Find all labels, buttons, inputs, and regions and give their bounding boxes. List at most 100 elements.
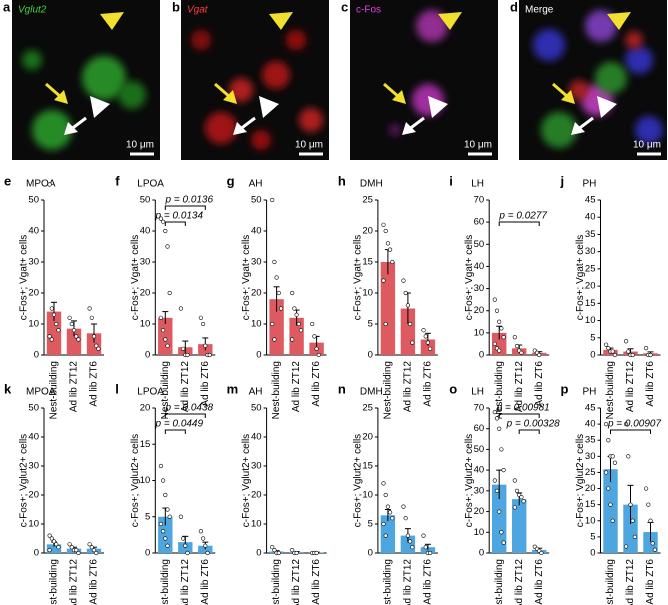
chart-title: LH bbox=[471, 179, 484, 190]
y-axis-label: c-Fos+; Vglut2+ cells bbox=[130, 434, 141, 527]
cell bbox=[541, 112, 577, 148]
scale-label: 10 μm bbox=[464, 140, 492, 151]
data-point bbox=[514, 488, 520, 493]
arrow-tip bbox=[402, 122, 416, 135]
arrow-tip bbox=[233, 122, 247, 135]
y-tick-label: 10 bbox=[362, 490, 373, 501]
y-tick-label: 20 bbox=[362, 432, 373, 443]
arrow-tip bbox=[571, 122, 585, 135]
data-point bbox=[310, 321, 315, 327]
cells bbox=[191, 30, 323, 150]
data-point bbox=[51, 539, 57, 544]
data-point bbox=[278, 306, 284, 311]
x-tick-label: Nest-building bbox=[383, 559, 394, 605]
data-point bbox=[401, 504, 406, 509]
data-point bbox=[606, 346, 611, 351]
y-tick-label: 40 bbox=[585, 419, 596, 430]
data-point bbox=[298, 328, 304, 333]
arrow-tip bbox=[64, 122, 78, 135]
y-tick-label: 20 bbox=[251, 288, 262, 299]
data-point bbox=[519, 494, 524, 500]
bar bbox=[623, 504, 638, 553]
p-value: p = 0.0449 bbox=[155, 419, 204, 430]
y-tick-label: 10 bbox=[474, 327, 485, 338]
data-point bbox=[163, 536, 168, 541]
arrow-tip bbox=[223, 90, 237, 104]
data-point bbox=[178, 514, 183, 519]
data-point bbox=[76, 337, 81, 342]
arrow-tip bbox=[54, 90, 68, 104]
data-point bbox=[381, 481, 386, 486]
data-point bbox=[428, 346, 433, 351]
data-point bbox=[623, 422, 629, 427]
data-point bbox=[401, 278, 406, 283]
data-point bbox=[501, 540, 506, 545]
chart-title: DMH bbox=[360, 179, 383, 190]
y-tick-label: 50 bbox=[251, 403, 262, 414]
data-point bbox=[294, 312, 299, 317]
x-tick-label: Nest-building bbox=[160, 559, 171, 605]
data-point bbox=[76, 550, 81, 556]
data-point bbox=[91, 547, 97, 553]
data-point bbox=[612, 352, 618, 358]
y-tick-label: 10 bbox=[474, 527, 485, 538]
data-point bbox=[408, 539, 413, 544]
x-tick-label: Nest-building bbox=[605, 361, 616, 419]
y-tick-label: 20 bbox=[251, 490, 262, 501]
data-point bbox=[181, 536, 186, 541]
data-point bbox=[405, 303, 411, 308]
cell bbox=[191, 30, 211, 50]
data-point bbox=[388, 510, 393, 515]
x-tick-label: Nest-building bbox=[494, 559, 505, 605]
y-axis-label: c-Fos+; Vglut2+ cells bbox=[353, 434, 364, 527]
panel-letter: l bbox=[115, 381, 119, 396]
y-tick-label: 0 bbox=[368, 350, 373, 361]
y-tick-label: 40 bbox=[28, 226, 39, 237]
data-point bbox=[408, 321, 413, 327]
p-value: p = 0.0438 bbox=[165, 403, 214, 414]
data-point bbox=[205, 550, 210, 556]
y-tick-label: 30 bbox=[251, 461, 262, 472]
bar bbox=[420, 339, 436, 355]
y-tick-label: 10 bbox=[28, 319, 39, 330]
data-point bbox=[428, 550, 433, 556]
cell bbox=[416, 10, 448, 42]
y-tick-label: 50 bbox=[28, 195, 39, 206]
y-tick-label: 20 bbox=[28, 288, 39, 299]
data-point bbox=[494, 416, 500, 421]
data-point bbox=[403, 290, 408, 296]
y-axis-label: c-Fos+; Vglut2+ cells bbox=[575, 434, 586, 527]
data-point bbox=[54, 321, 59, 327]
data-point bbox=[49, 306, 54, 311]
cell bbox=[635, 116, 663, 144]
data-point bbox=[501, 468, 506, 473]
chart-title: LPOA bbox=[137, 387, 164, 398]
data-point bbox=[91, 334, 97, 339]
y-tick-label: 0 bbox=[256, 350, 261, 361]
y-tick-label: 40 bbox=[474, 261, 485, 272]
data-point bbox=[270, 545, 275, 550]
x-tick-label: Nest-building bbox=[160, 361, 171, 419]
data-point bbox=[198, 315, 203, 320]
x-tick-label: Ad lib ZT12 bbox=[514, 559, 525, 605]
data-point bbox=[312, 334, 317, 339]
data-point bbox=[381, 278, 386, 283]
chart-title: MPOA bbox=[26, 179, 56, 190]
data-point bbox=[89, 315, 94, 320]
data-point bbox=[165, 343, 170, 348]
data-point bbox=[512, 478, 517, 483]
x-tick-label: Ad lib ZT6 bbox=[311, 559, 322, 605]
x-tick-label: Ad lib ZT12 bbox=[180, 361, 191, 413]
data-point bbox=[314, 346, 319, 351]
data-point bbox=[316, 352, 321, 358]
data-point bbox=[383, 533, 388, 538]
data-point bbox=[270, 197, 275, 203]
data-point bbox=[610, 349, 615, 354]
image-panel bbox=[350, 0, 498, 160]
y-tick-label: 0 bbox=[479, 350, 484, 361]
panel-letter: n bbox=[338, 381, 346, 396]
p-value: p = 0.0134 bbox=[155, 211, 204, 222]
data-point bbox=[47, 182, 52, 187]
y-tick-label: 30 bbox=[28, 257, 39, 268]
arrow-tip bbox=[561, 90, 575, 104]
